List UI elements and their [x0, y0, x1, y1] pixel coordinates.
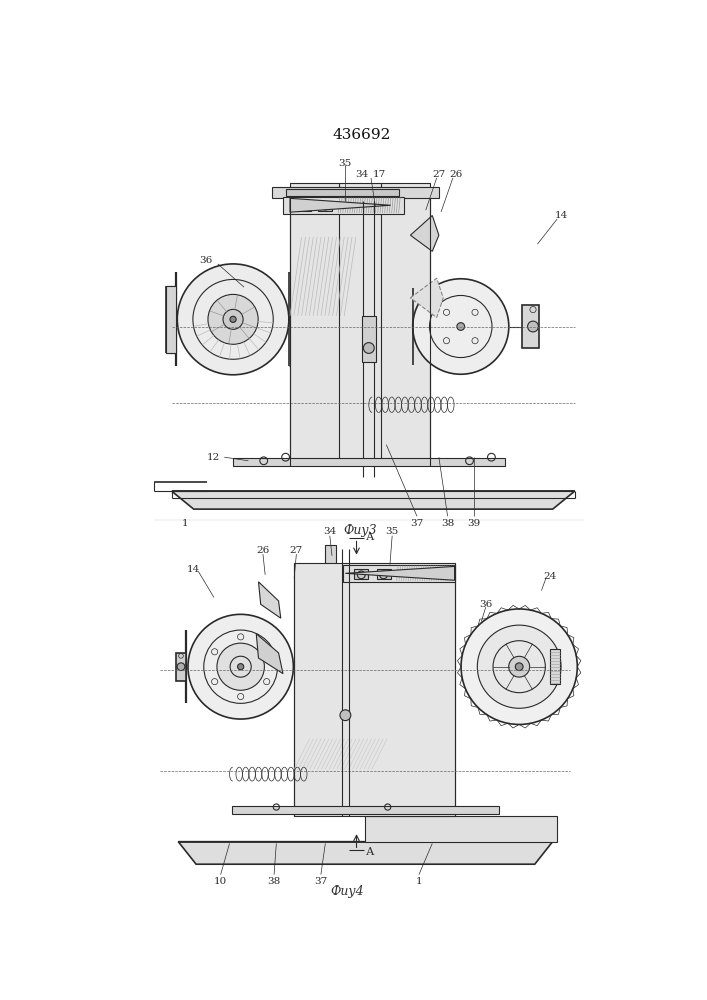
- Bar: [175, 653, 187, 681]
- Circle shape: [208, 294, 258, 344]
- Bar: [343, 565, 455, 582]
- Circle shape: [477, 625, 561, 708]
- Polygon shape: [172, 491, 575, 509]
- Text: 39: 39: [467, 519, 481, 528]
- Circle shape: [188, 614, 293, 719]
- Text: 34: 34: [356, 170, 369, 179]
- Bar: [286, 189, 399, 196]
- Bar: [233, 458, 505, 466]
- Text: 1: 1: [416, 877, 422, 886]
- Polygon shape: [325, 545, 337, 736]
- Text: 10: 10: [214, 877, 227, 886]
- Text: 35: 35: [338, 159, 351, 168]
- Bar: [354, 569, 368, 579]
- Circle shape: [509, 656, 530, 677]
- Text: 1: 1: [182, 519, 188, 528]
- Polygon shape: [346, 566, 455, 580]
- Text: 36: 36: [479, 600, 492, 609]
- Text: А: А: [366, 847, 375, 857]
- Text: 35: 35: [385, 527, 399, 536]
- Circle shape: [223, 309, 243, 329]
- Circle shape: [340, 710, 351, 721]
- Circle shape: [527, 321, 539, 332]
- Bar: [362, 316, 376, 362]
- Circle shape: [177, 264, 289, 375]
- Text: 34: 34: [323, 527, 337, 536]
- Bar: [366, 816, 557, 842]
- Bar: [272, 187, 439, 198]
- Bar: [284, 197, 404, 214]
- Text: 38: 38: [267, 877, 281, 886]
- Text: 36: 36: [199, 256, 213, 265]
- Bar: [522, 305, 539, 348]
- Text: 17: 17: [373, 170, 387, 179]
- Text: 26: 26: [449, 170, 462, 179]
- Polygon shape: [410, 216, 439, 251]
- Bar: [296, 201, 310, 211]
- Text: 27: 27: [432, 170, 445, 179]
- Text: 26: 26: [257, 546, 269, 555]
- Polygon shape: [290, 198, 391, 212]
- Bar: [318, 201, 332, 211]
- Circle shape: [363, 343, 374, 353]
- Text: Фиу3: Фиу3: [343, 524, 377, 537]
- Circle shape: [177, 663, 185, 671]
- Polygon shape: [259, 582, 281, 618]
- Polygon shape: [178, 842, 553, 864]
- Text: А: А: [366, 532, 375, 542]
- Circle shape: [457, 323, 464, 330]
- Bar: [294, 563, 455, 816]
- Bar: [232, 806, 499, 814]
- Text: 37: 37: [314, 877, 327, 886]
- Bar: [166, 286, 176, 353]
- Circle shape: [461, 609, 578, 724]
- Circle shape: [515, 663, 523, 671]
- Bar: [290, 183, 430, 463]
- Circle shape: [230, 316, 236, 322]
- Bar: [550, 649, 560, 684]
- Text: 14: 14: [187, 565, 201, 574]
- Text: 37: 37: [410, 519, 423, 528]
- Text: 12: 12: [206, 453, 220, 462]
- Text: 436692: 436692: [333, 128, 391, 142]
- Circle shape: [238, 664, 244, 670]
- Circle shape: [217, 643, 264, 690]
- Text: Фиу4: Фиу4: [331, 885, 364, 898]
- Polygon shape: [256, 634, 283, 674]
- Bar: [377, 569, 390, 579]
- Text: 27: 27: [290, 546, 303, 555]
- Polygon shape: [410, 278, 443, 318]
- Text: 14: 14: [555, 211, 568, 220]
- Circle shape: [413, 279, 509, 374]
- Text: 38: 38: [441, 519, 455, 528]
- Text: 24: 24: [544, 572, 557, 581]
